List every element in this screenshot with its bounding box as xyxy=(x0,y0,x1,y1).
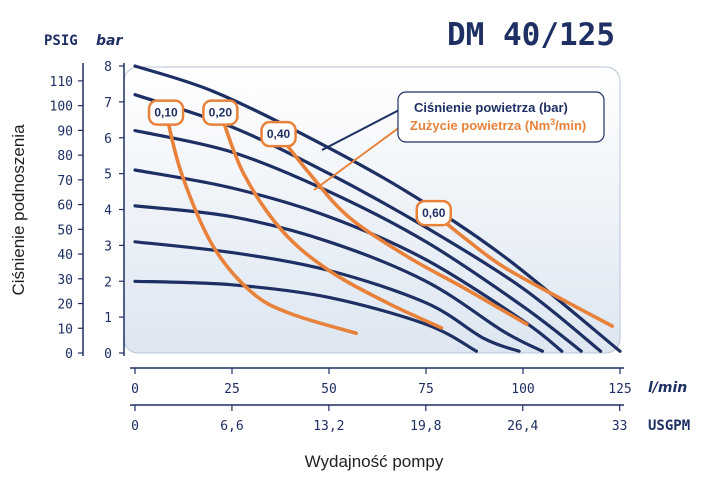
x-axis-title: Wydajność pompy xyxy=(305,452,444,471)
x-tick-label-lmin: 0 xyxy=(131,382,139,397)
y-tick-label-psig: 70 xyxy=(57,174,73,189)
x-tick-label-usgpm: 13,2 xyxy=(313,419,344,434)
consumption-lines xyxy=(164,110,614,336)
pressure-curve-5 xyxy=(133,204,544,353)
y-tick-label-psig: 80 xyxy=(57,149,73,164)
legend-box xyxy=(397,91,605,143)
legend-air-pointer xyxy=(321,106,406,151)
consumption-tag-box-0-60 xyxy=(415,199,453,227)
legend-air-consumption: Zużycie powietrza (Nm3/min) xyxy=(410,117,586,133)
y-axis-title: Ciśnienie podnoszenia xyxy=(9,124,28,296)
y-tick-label-bar: 0 xyxy=(104,347,112,362)
pressure-curve-3 xyxy=(133,129,583,353)
legend-consumption-pointer xyxy=(313,126,401,191)
y-tick-label-bar: 7 xyxy=(104,96,112,111)
y-tick-label-psig: 110 xyxy=(50,75,73,90)
y-tick-label-bar: 5 xyxy=(104,168,112,183)
x-tick-label-lmin: 100 xyxy=(511,382,534,397)
pressure-curve-6 xyxy=(133,240,521,353)
y-units-psig: PSIG xyxy=(44,33,78,49)
chart-title: DM 40/125 xyxy=(447,17,615,53)
y-tick-label-psig: 40 xyxy=(57,248,73,263)
y-tick-label-bar: 2 xyxy=(104,275,112,290)
x-units-lmin: l/min xyxy=(648,380,687,396)
x-tick-label-lmin: 50 xyxy=(321,382,337,397)
consumption-tag-box-0-40 xyxy=(260,120,297,148)
x-tick-label-lmin: 25 xyxy=(224,382,240,397)
legend-air-pressure: Ciśnienie powietrza (bar) xyxy=(414,100,568,115)
x-axes: 0 25 50 75 100 125 0 6,6 13,2 19,8 26,4 33 xyxy=(130,367,632,434)
x-tick-label-usgpm: 19,8 xyxy=(410,419,441,434)
y-tick-label-psig: 60 xyxy=(57,199,73,214)
y-tick-label-bar: 4 xyxy=(104,204,112,219)
x-tick-label-lmin: 75 xyxy=(418,382,434,397)
x-tick-label-usgpm: 0 xyxy=(131,419,139,434)
consumption-tag-label-0-60: 0,60 xyxy=(422,206,446,220)
x-tick-label-usgpm: 6,6 xyxy=(220,419,243,434)
pressure-curve-1 xyxy=(133,64,622,353)
pressure-curve-7 xyxy=(133,279,478,353)
y-units-bar: bar xyxy=(96,33,123,49)
y-tick-label-psig: 100 xyxy=(50,100,73,115)
consumption-tag-box-0-10 xyxy=(147,99,185,126)
y-tick-label-psig: 30 xyxy=(57,273,73,288)
consumption-curve-0-10 xyxy=(164,110,358,336)
y-tick-label-bar: 3 xyxy=(104,239,112,254)
consumption-tag-label-0-40: 0,40 xyxy=(267,127,291,141)
y-tick-label-psig: 90 xyxy=(57,124,73,139)
consumption-curve-0-20 xyxy=(218,110,444,330)
consumption-tags: 0,10 0,20 0,40 0,60 xyxy=(147,99,453,227)
x-tick-label-usgpm: 26,4 xyxy=(507,419,538,434)
consumption-curve-0-40 xyxy=(276,132,529,327)
x-units-usgpm: USGPM xyxy=(648,418,690,434)
y-tick-label-psig: 10 xyxy=(57,322,73,337)
consumption-curve-0-60 xyxy=(432,211,614,328)
y-tick-label-bar: 6 xyxy=(104,132,112,147)
y-tick-label-psig: 50 xyxy=(57,223,73,238)
y-tick-label-bar: 1 xyxy=(104,311,112,326)
x-tick-label-lmin: 125 xyxy=(608,382,631,397)
x-tick-label-usgpm: 33 xyxy=(612,419,628,434)
consumption-tag-label-0-10: 0,10 xyxy=(154,106,178,120)
consumption-tag-box-0-20 xyxy=(202,99,239,126)
y-tick-label-psig: 0 xyxy=(65,347,73,362)
y-tick-label-bar: 8 xyxy=(104,60,112,75)
consumption-tag-label-0-20: 0,20 xyxy=(209,106,233,120)
y-tick-label-psig: 20 xyxy=(57,298,73,313)
